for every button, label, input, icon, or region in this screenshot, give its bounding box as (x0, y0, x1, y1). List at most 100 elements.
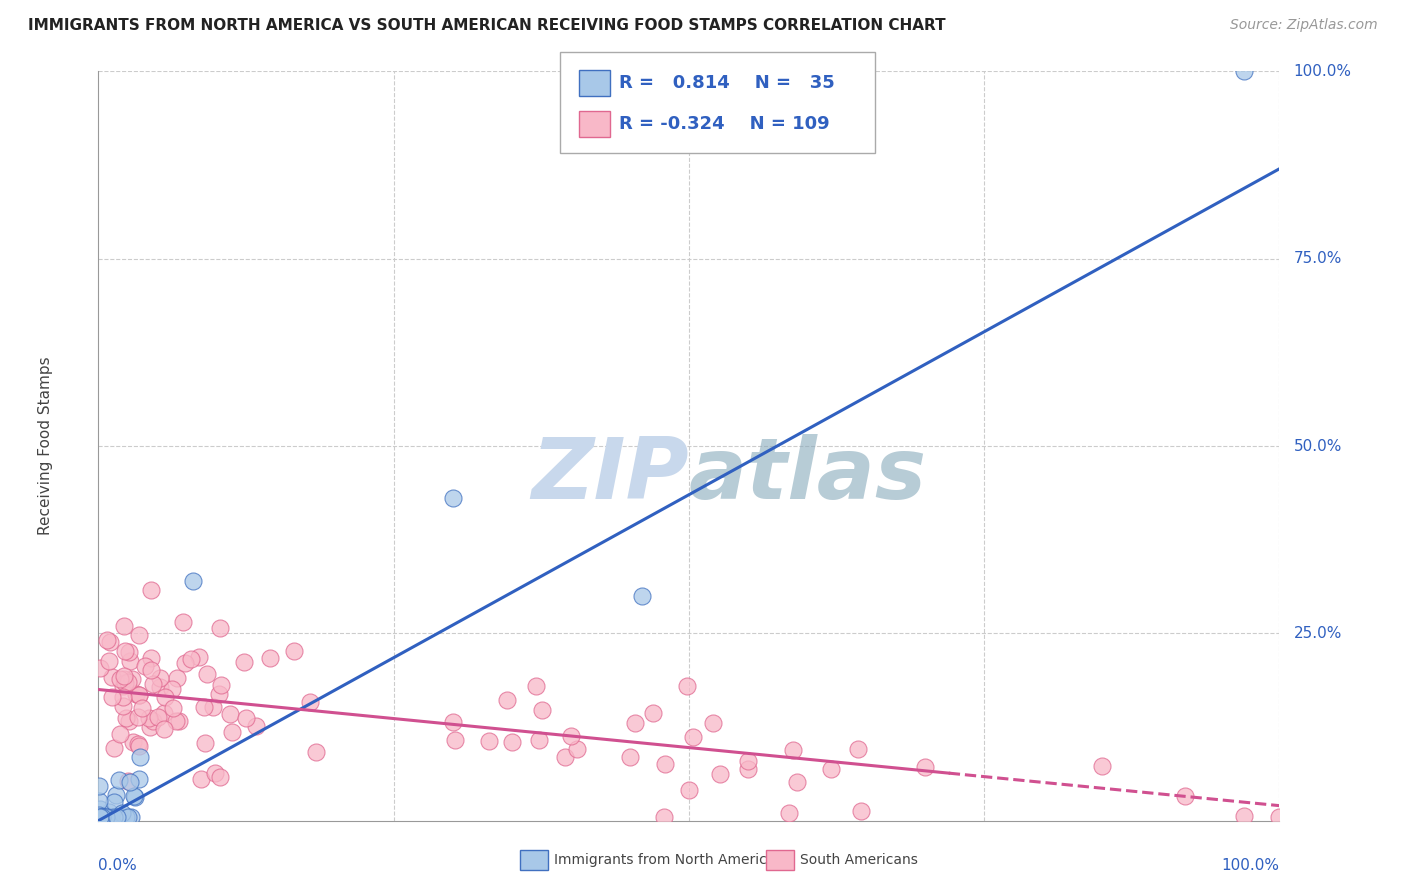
Text: IMMIGRANTS FROM NORTH AMERICA VS SOUTH AMERICAN RECEIVING FOOD STAMPS CORRELATIO: IMMIGRANTS FROM NORTH AMERICA VS SOUTH A… (28, 18, 946, 33)
Point (87, 794, 110, 808)
Point (643, 706, 665, 720)
Point (560, 729, 582, 743)
Point (180, 651, 202, 665)
Point (162, 681, 184, 696)
Text: R =   0.814    N =   35: R = 0.814 N = 35 (619, 74, 834, 92)
Text: atlas: atlas (689, 434, 927, 517)
Point (652, 810, 675, 824)
Point (245, 719, 267, 733)
Point (98, 635, 121, 649)
Point (630, 589, 652, 603)
Point (619, 750, 641, 764)
Point (148, 710, 170, 724)
Point (138, 720, 160, 734)
Point (1233, 64, 1256, 78)
Point (103, 795, 125, 809)
Point (1091, 759, 1114, 773)
Point (153, 722, 176, 736)
Point (114, 644, 136, 658)
Point (128, 772, 150, 787)
Point (204, 766, 226, 780)
Text: 0.0%: 0.0% (98, 858, 138, 873)
Point (782, 743, 804, 757)
Point (89, 802, 111, 816)
Point (131, 700, 153, 714)
Point (218, 706, 240, 721)
Point (101, 690, 124, 704)
Point (98, 810, 121, 824)
Text: Receiving Food Stamps: Receiving Food Stamps (38, 357, 53, 535)
Point (91, 810, 114, 824)
Point (444, 733, 467, 747)
Point (107, 772, 129, 787)
Point (103, 810, 125, 824)
Text: South Americans: South Americans (800, 853, 918, 867)
Point (166, 672, 188, 686)
Point (128, 688, 150, 702)
Point (98, 654, 121, 668)
Point (149, 671, 172, 685)
Point (117, 773, 139, 788)
Point (208, 687, 231, 701)
Point (118, 714, 141, 729)
Point (104, 788, 127, 802)
Point (737, 754, 759, 768)
Point (139, 651, 162, 665)
Point (149, 680, 172, 694)
Point (125, 687, 148, 701)
Point (195, 666, 218, 681)
Point (112, 679, 135, 693)
Point (89, 810, 111, 824)
Point (105, 810, 128, 824)
Point (678, 783, 700, 797)
Point (112, 619, 135, 633)
Point (111, 690, 134, 704)
Point (118, 775, 141, 789)
Point (98, 805, 121, 819)
Point (1268, 810, 1291, 824)
Point (187, 649, 209, 664)
Point (127, 710, 149, 724)
Point (172, 615, 194, 630)
Point (114, 672, 136, 686)
Point (139, 583, 162, 598)
Point (128, 739, 150, 753)
Point (128, 749, 150, 764)
Point (87, 808, 110, 822)
Point (914, 760, 936, 774)
Point (122, 735, 145, 749)
Point (478, 734, 501, 748)
Point (96, 810, 118, 824)
Point (283, 644, 305, 658)
Point (624, 715, 647, 730)
Text: 25.0%: 25.0% (1294, 626, 1341, 640)
Point (118, 644, 141, 658)
Text: Source: ZipAtlas.com: Source: ZipAtlas.com (1230, 18, 1378, 32)
Text: 100.0%: 100.0% (1294, 64, 1351, 78)
Point (162, 700, 184, 714)
Point (114, 711, 136, 725)
Point (167, 714, 190, 729)
Point (96, 632, 118, 647)
Point (117, 810, 139, 824)
Point (90, 810, 112, 824)
Point (142, 714, 165, 728)
Point (103, 740, 125, 755)
Point (117, 674, 139, 689)
Point (97, 810, 120, 824)
Point (121, 672, 143, 686)
Point (778, 806, 800, 821)
Text: 50.0%: 50.0% (1294, 439, 1341, 453)
Point (128, 688, 150, 702)
Point (737, 763, 759, 777)
Point (529, 733, 551, 747)
Point (124, 790, 146, 805)
Point (305, 745, 328, 759)
Point (98, 810, 121, 824)
Point (441, 491, 464, 506)
Point (127, 737, 149, 751)
Point (89, 810, 111, 824)
Point (120, 810, 142, 824)
Point (654, 756, 676, 771)
Point (89, 661, 111, 675)
